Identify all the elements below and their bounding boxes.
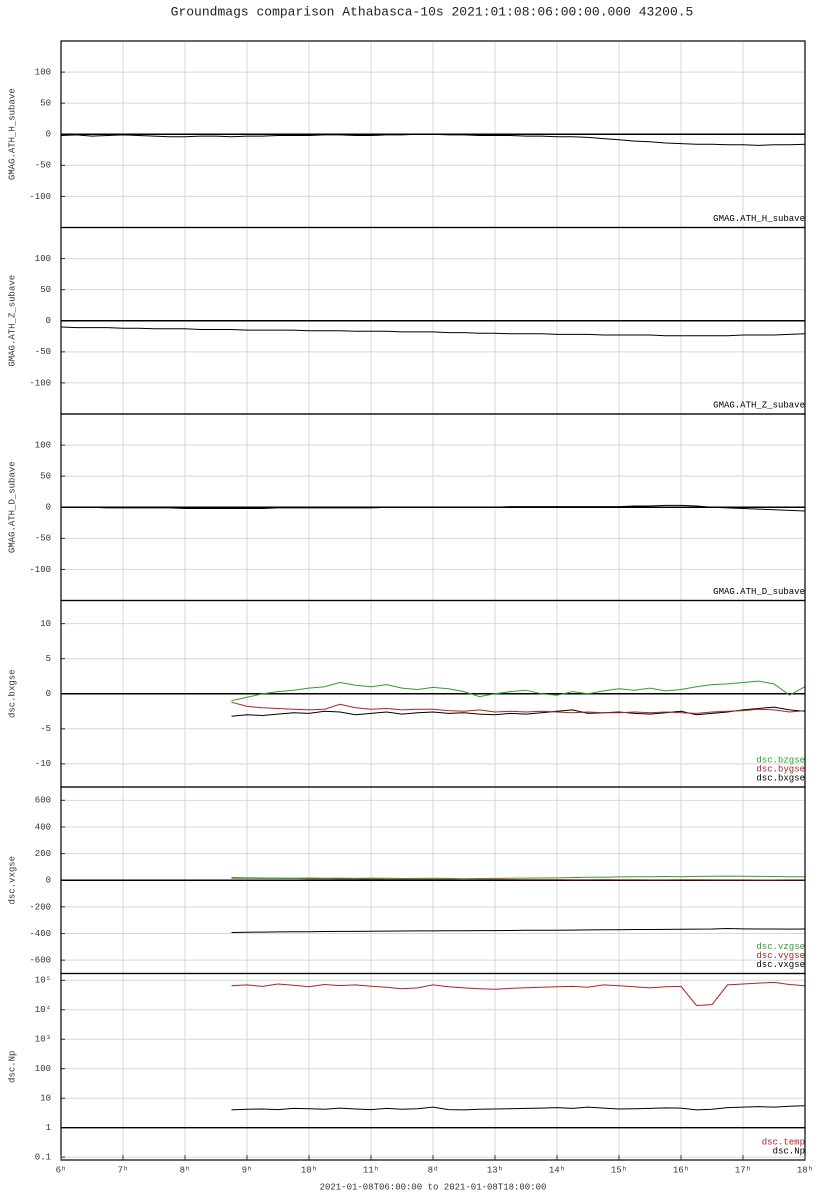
x-tick-label: 10ʰ <box>301 1165 317 1175</box>
legend-label: dsc.vxgse <box>756 960 805 970</box>
x-tick-label: 18ʰ <box>797 1165 813 1175</box>
y-tick-label: 600 <box>35 796 51 806</box>
y-tick-label: -100 <box>29 192 51 202</box>
y-tick-label: 100 <box>35 254 51 264</box>
y-tick-label: -200 <box>29 902 51 912</box>
y-tick-label: 50 <box>40 472 51 482</box>
y-axis-label: GMAG.ATH_D_subave <box>7 461 17 553</box>
legend-label: GMAG.ATH_H_subave <box>713 214 805 224</box>
series-line <box>60 133 806 146</box>
y-tick-label: 50 <box>40 285 51 295</box>
series-line <box>231 701 806 714</box>
y-tick-label: 1 <box>46 1123 51 1133</box>
legend-label: dsc.vzgse <box>756 942 805 952</box>
chart-title: Groundmags comparison Athabasca-10s 2021… <box>171 4 694 19</box>
y-tick-label: -100 <box>29 378 51 388</box>
legend-label: dsc.bzgse <box>756 755 805 765</box>
legend-label: dsc.bygse <box>756 764 805 774</box>
y-tick-label: 0 <box>46 876 51 886</box>
x-tick-label: 15ʰ <box>611 1165 627 1175</box>
x-tick-label: 7ʰ <box>118 1165 129 1175</box>
y-tick-label: 50 <box>40 99 51 109</box>
series-line <box>61 504 806 512</box>
series-line <box>231 706 806 717</box>
legend-label: dsc.Np <box>773 1146 805 1156</box>
legend-label: dsc.bxgse <box>756 773 805 783</box>
series-line <box>231 1105 806 1111</box>
y-tick-label: 10⁴ <box>35 1004 51 1015</box>
series-line <box>231 875 806 880</box>
x-tick-label: 11ʰ <box>363 1165 379 1175</box>
series-line <box>60 326 806 337</box>
x-tick-label: 6ʰ <box>56 1165 67 1175</box>
y-tick-label: 0 <box>46 689 51 699</box>
y-tick-label: -50 <box>35 347 51 357</box>
y-tick-label: -100 <box>29 565 51 575</box>
x-tick-label: 16ʰ <box>673 1165 689 1175</box>
y-tick-label: 100 <box>35 440 51 450</box>
x-tick-label: 8ʰ <box>180 1165 191 1175</box>
x-tick-label: 13ʰ <box>487 1165 503 1175</box>
y-tick-label: -10 <box>35 759 51 769</box>
series-line <box>231 680 806 702</box>
y-tick-label: 100 <box>35 67 51 77</box>
y-tick-label: 200 <box>35 849 51 859</box>
y-tick-label: 5 <box>46 654 51 664</box>
y-tick-label: 10³ <box>35 1035 51 1045</box>
y-tick-label: 100 <box>35 1064 51 1074</box>
y-tick-label: -5 <box>40 724 51 734</box>
x-axis-label: 2021-01-08T06:00:00 to 2021-01-08T18:00:… <box>320 1182 547 1192</box>
y-tick-label: 10⁵ <box>35 976 51 986</box>
series-line <box>231 981 806 1007</box>
y-tick-label: 0 <box>46 316 51 326</box>
legend-label: GMAG.ATH_Z_subave <box>713 400 805 410</box>
legend-label: dsc.temp <box>762 1137 805 1147</box>
y-tick-label: 0 <box>46 130 51 140</box>
y-tick-label: 0 <box>46 503 51 513</box>
y-tick-label: 10 <box>40 619 51 629</box>
y-tick-label: -50 <box>35 534 51 544</box>
y-axis-label: dsc.Np <box>7 1051 17 1083</box>
y-tick-label: 400 <box>35 822 51 832</box>
y-axis-label: GMAG.ATH_Z_subave <box>7 275 17 367</box>
y-tick-label: -600 <box>29 956 51 966</box>
y-axis-label: GMAG.ATH_H_subave <box>7 88 17 180</box>
x-tick-label: 14ʰ <box>549 1165 565 1175</box>
x-tick-label: 17ʰ <box>735 1165 751 1175</box>
x-tick-label: 8ᵈ <box>428 1165 439 1175</box>
y-axis-label: dsc.vxgse <box>7 856 17 905</box>
legend-label: dsc.vygse <box>756 951 805 961</box>
y-tick-label: 10 <box>40 1094 51 1104</box>
y-tick-label: -50 <box>35 161 51 171</box>
y-tick-label: 0.1 <box>35 1153 51 1163</box>
y-tick-label: -400 <box>29 929 51 939</box>
legend-label: GMAG.ATH_D_subave <box>713 587 805 597</box>
y-axis-label: dsc.bxgse <box>7 669 17 718</box>
x-tick-label: 9ʰ <box>242 1165 253 1175</box>
series-line <box>231 927 806 933</box>
